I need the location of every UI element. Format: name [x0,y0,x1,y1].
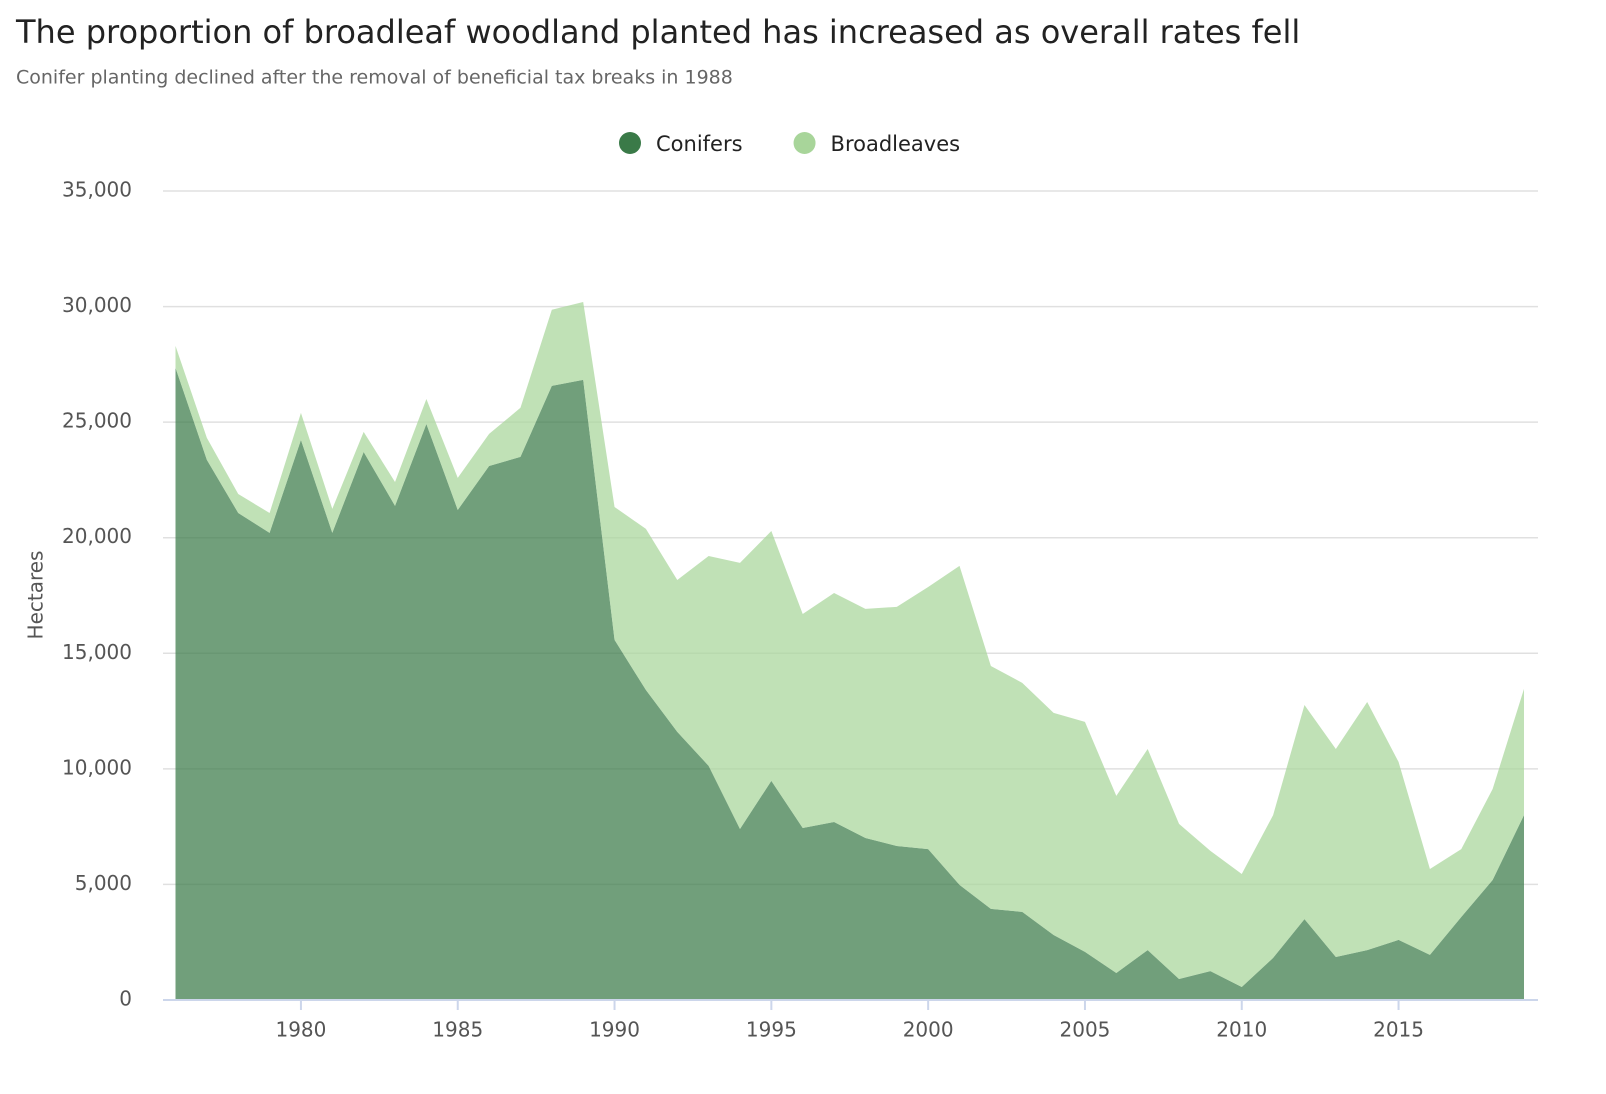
y-axis-label: Hectares [24,551,48,640]
area [175,367,1524,1000]
x-tick-label: 2000 [903,1018,954,1042]
x-tick-label: 1980 [275,1018,326,1042]
y-tick-label: 0 [119,987,132,1011]
y-tick-label: 5,000 [75,871,132,895]
y-tick-label: 10,000 [62,755,132,779]
area [175,301,1524,988]
y-tick-label: 25,000 [62,409,132,433]
chart-subtitle: Conifer planting declined after the remo… [16,67,733,89]
x-tick-label: 1985 [432,1018,483,1042]
x-tick-label: 2010 [1216,1018,1267,1042]
y-tick-label: 35,000 [62,178,132,202]
y-tick-label: 15,000 [62,640,132,664]
legend-marker [793,132,816,154]
legend-marker [619,132,641,154]
y-tick-label: 20,000 [62,524,132,548]
y-tick-label: 30,000 [62,293,132,317]
legend-label: Broadleaves [831,132,961,156]
x-tick-label: 1990 [589,1018,640,1042]
x-tick-label: 1995 [746,1018,797,1042]
x-tick-label: 2005 [1060,1018,1111,1042]
chart-title: The proportion of broadleaf woodland pla… [15,13,1300,51]
x-tick-label: 2015 [1373,1018,1424,1042]
legend-label: Conifers [656,132,743,156]
